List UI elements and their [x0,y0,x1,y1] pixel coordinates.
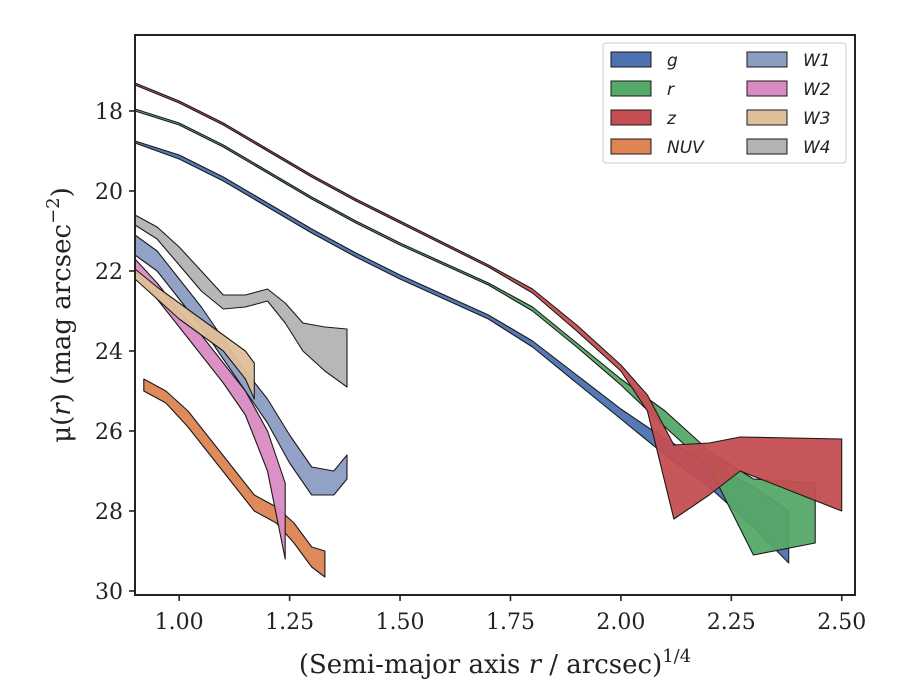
series-band-nuv [143,378,326,578]
legend: grz NUV W1 W2 W3 W4 [602,42,847,164]
x-tick-label: 2.50 [817,610,866,635]
y-tick-label: 18 [95,100,123,125]
legend-label-w4: W4 [803,138,831,158]
legend-frame [602,42,847,164]
series-band-w4 [134,214,348,388]
series-band-g [134,140,790,564]
x-axis: 1.00 1.25 1.50 1.75 2.00 2.25 2.50 [155,595,866,635]
x-tick-label: 1.75 [486,610,535,635]
legend-label-w2: W2 [803,80,831,100]
x-tick-label: 2.25 [707,610,756,635]
legend-swatch-g [610,51,652,68]
x-tick-label: 1.50 [376,610,425,635]
legend-label-nuv: NUV [667,138,705,158]
y-axis-title: μ(r) (mag arcsec−2) [43,187,77,443]
series-band-w3 [134,268,255,400]
legend-swatch-w3 [746,109,788,126]
y-tick-label: 22 [95,260,123,285]
x-tick-label: 1.25 [265,610,314,635]
legend-swatch-w4 [746,138,788,155]
series-layer [134,82,843,578]
y-axis: 18 20 22 24 26 28 30 [95,100,135,605]
legend-label-w1: W1 [803,51,831,71]
y-tick-label: 26 [95,420,123,445]
x-tick-label: 1.00 [155,610,204,635]
y-tick-label: 30 [95,580,123,605]
legend-swatch-nuv [610,138,652,155]
series-band-r [134,108,816,556]
legend-swatch-z [610,109,652,126]
legend-swatch-w1 [746,51,788,68]
x-tick-label: 2.00 [596,610,645,635]
series-band-z [134,82,843,520]
legend-swatch-r [610,80,652,97]
legend-label-z: z [666,109,677,129]
legend-label-w3: W3 [803,109,831,129]
legend-swatch-w2 [746,80,788,97]
y-tick-label: 20 [95,180,123,205]
y-tick-label: 24 [95,340,123,365]
plot-frame [134,34,856,596]
legend-label-g: g [667,51,678,71]
x-axis-title: (Semi-major axis r / arcsec)1/4 [299,646,691,680]
y-tick-label: 28 [95,500,123,525]
legend-label-r: r [667,80,675,100]
